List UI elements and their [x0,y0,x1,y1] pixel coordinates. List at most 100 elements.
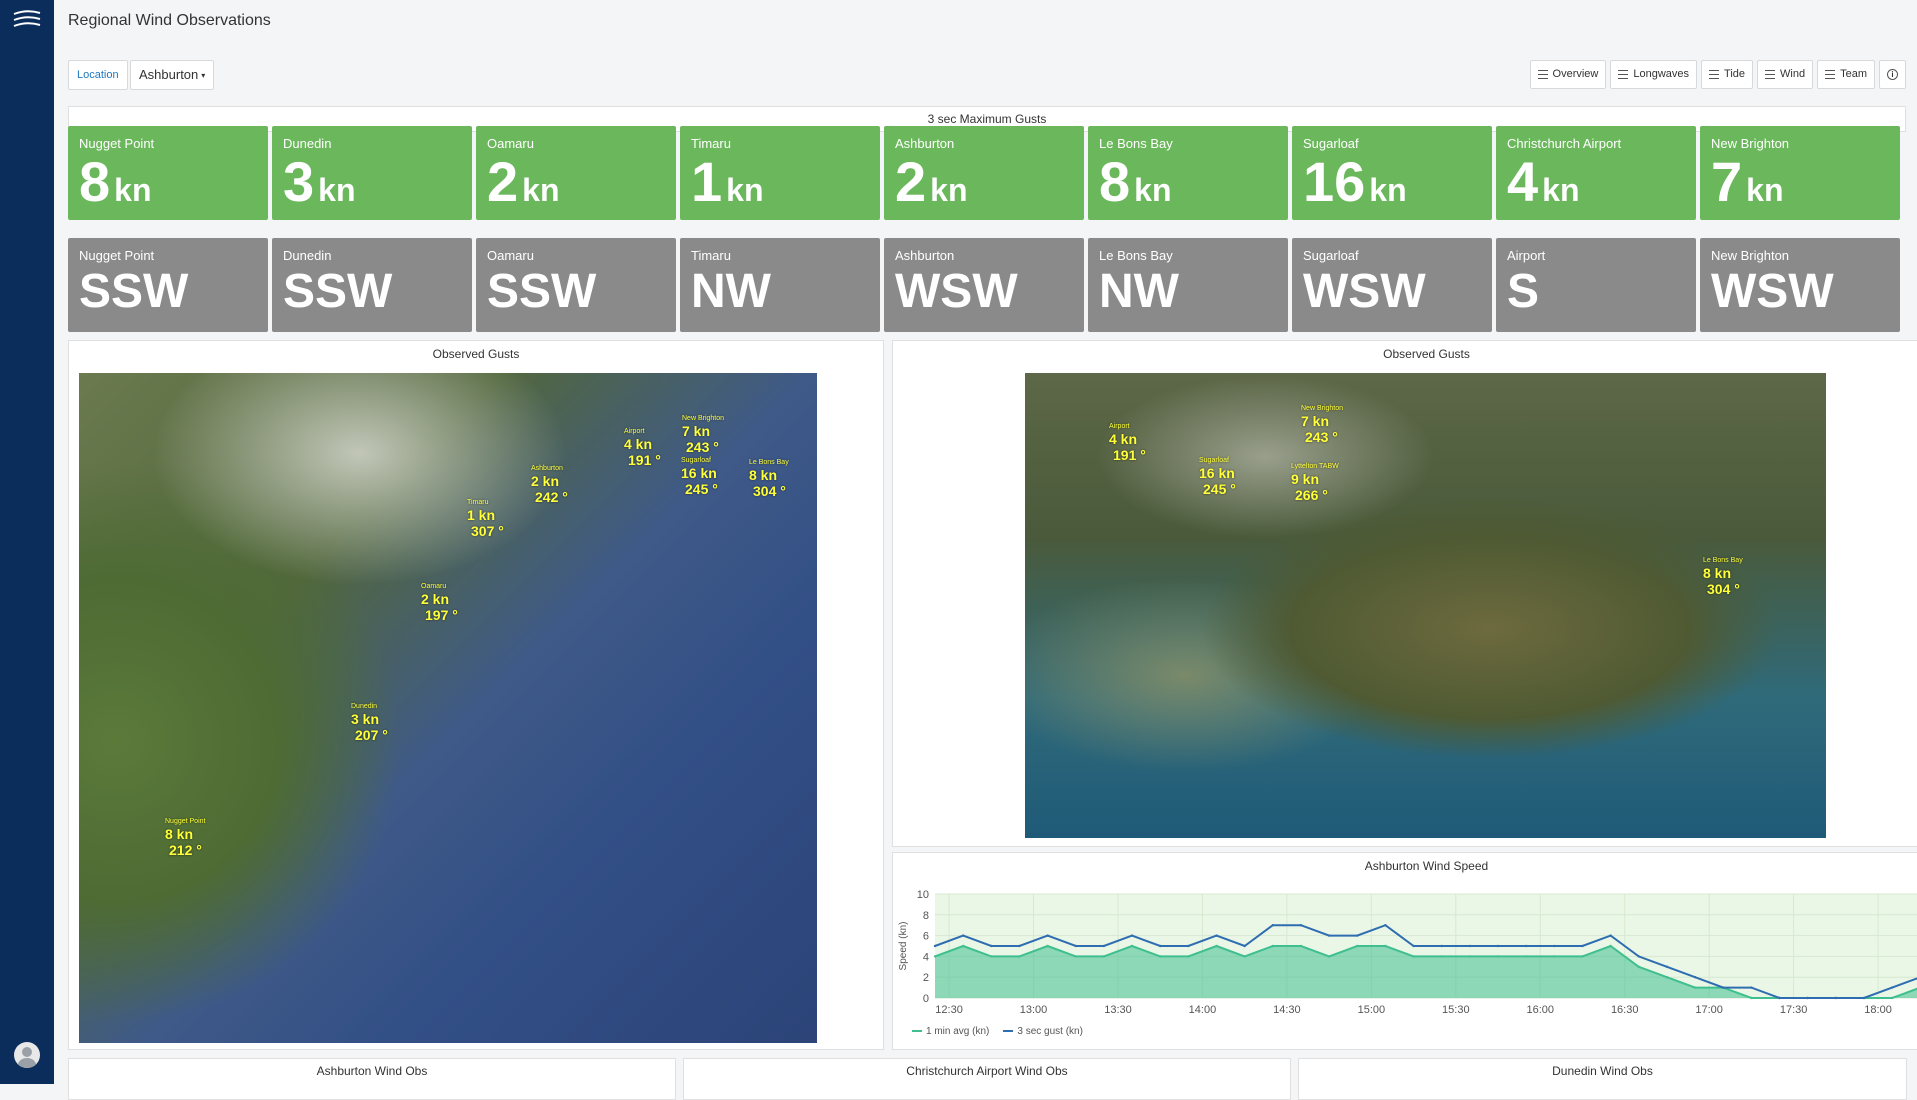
data-point-avg [1187,955,1190,958]
legend-label-gust: 3 sec gust (kn) [1017,1026,1083,1037]
sidebar [0,0,54,1084]
menu-icon [1618,70,1629,79]
map-label-le-bons-bay: Le Bons Bay 8 kn 304 ° [1703,557,1743,598]
speed-tiles: Nugget Point 8 kn Dunedin 3 kn Oamaru 2 kn Timaru… [68,126,1900,220]
tile-station-name: Christchurch Airport [1507,136,1622,151]
data-point-avg [1271,944,1275,948]
speed-tile-christchurch-airport[interactable]: Christchurch Airport 4 kn [1496,126,1696,220]
x-tick-label: 13:00 [1020,1004,1048,1016]
nav-overview[interactable]: Overview [1529,60,1607,89]
data-point-avg [1693,986,1697,989]
data-point-gust [1890,986,1894,989]
speed-tile-timaru[interactable]: Timaru 1 kn [680,126,880,220]
data-point-avg [1637,965,1640,968]
data-point-gust [1130,934,1134,937]
y-tick-label: 6 [923,931,929,943]
tile-station-name: Timaru [691,136,731,151]
map-label-new-brighton: New Brighton 7 kn 243 ° [1301,405,1344,446]
info-button[interactable]: i [1879,60,1906,89]
location-select[interactable]: Ashburton ▾ [130,60,215,90]
location-select-value: Ashburton [139,67,199,82]
x-tick-label: 18:00 [1864,1004,1892,1016]
nav-tide[interactable]: Tide [1701,60,1754,89]
data-point-gust [1722,986,1725,989]
data-point-avg [1581,955,1584,958]
user-avatar[interactable] [14,1042,40,1068]
x-tick-label: 16:30 [1611,1004,1639,1016]
direction-tile-dunedin[interactable]: Dunedin SSW [272,238,472,332]
data-point-avg [1327,955,1331,958]
speed-tile-new-brighton[interactable]: New Brighton 7 kn [1700,126,1900,220]
x-tick-label: 13:30 [1104,1004,1132,1016]
map-label-nugget-point: Nugget Point 8 kn 212 ° [165,818,206,859]
nav-tide-label: Tide [1724,68,1746,80]
y-tick-label: 4 [923,951,929,963]
data-point-gust [1468,944,1472,948]
direction-tile-airport[interactable]: Airport S [1496,238,1696,332]
data-point-avg [1609,944,1612,948]
map-label-airport: Airport 4 kn 191 ° [624,428,661,469]
direction-tile-sugarloaf[interactable]: Sugarloaf WSW [1292,238,1492,332]
nav-longwaves[interactable]: Longwaves [1610,60,1698,89]
legend-item-avg[interactable]: 1 min avg (kn) [912,1026,989,1037]
data-point-gust [1299,924,1303,927]
data-point-gust [1553,944,1556,948]
tile-direction-value: WSW [1711,265,1834,318]
tile-station-name: Le Bons Bay [1099,248,1173,263]
chart-legend: 1 min avg (kn) 3 sec gust (kn) [912,1026,1083,1037]
speed-tile-dunedin[interactable]: Dunedin 3 kn [272,126,472,220]
map-label-oamaru: Oamaru 2 kn 197 ° [421,583,458,624]
wind-speed-chart[interactable]: 0 2 4 6 8 10 12:30 13:00 13:30 14:00 14:30 15:00 15:… [892,880,1917,1022]
tile-direction-value: NW [1099,265,1179,318]
nav-overview-label: Overview [1552,68,1599,80]
dashboard-main: Regional Wind Observations Location Ashb… [54,0,1917,1100]
logo-icon[interactable] [11,8,43,32]
tile-station-name: Ashburton [895,248,955,263]
speed-tile-nugget-point[interactable]: Nugget Point 8 kn [68,126,268,220]
tile-station-name: Sugarloaf [1303,248,1359,263]
tile-station-name: Oamaru [487,136,534,151]
nav-wind[interactable]: Wind [1757,60,1814,89]
tile-station-name: New Brighton [1711,136,1790,151]
data-point-gust [1834,996,1838,1000]
data-point-avg [1665,976,1669,979]
map-banks-peninsula[interactable]: Airport 4 kn 191 ° New Brighton 7 kn 243 ° Sug… [1025,373,1826,838]
tile-speed-value: 8 kn [79,150,152,213]
direction-tile-le-bons-bay[interactable]: Le Bons Bay NW [1088,238,1288,332]
nav-team[interactable]: Team [1817,60,1875,89]
map-label-le-bons-bay: Le Bons Bay 8 kn 304 ° [749,459,789,500]
map-south-island[interactable]: Airport 4 kn 191 ° New Brighton 7 kn 243 ° Ash… [79,373,817,1043]
data-point-gust [961,934,965,937]
speed-tile-oamaru[interactable]: Oamaru 2 kn [476,126,676,220]
y-tick-label: 8 [923,910,929,922]
y-tick-label: 10 [917,889,929,901]
tile-direction-value: WSW [895,265,1018,318]
chart-title: Ashburton Wind Speed [1364,859,1489,873]
tile-speed-value: 3 kn [283,150,356,213]
direction-tile-nugget-point[interactable]: Nugget Point SSW [68,238,268,332]
data-point-gust [1074,944,1077,948]
direction-tile-oamaru[interactable]: Oamaru SSW [476,238,676,332]
map-label-ashburton: Ashburton 2 kn 242 ° [531,465,568,506]
direction-tile-timaru[interactable]: Timaru NW [680,238,880,332]
data-point-gust [1018,944,1021,948]
tile-direction-value: NW [691,265,771,318]
data-point-gust [1693,976,1697,979]
speed-tile-ashburton[interactable]: Ashburton 2 kn [884,126,1084,220]
speed-tile-sugarloaf[interactable]: Sugarloaf 16 kn [1292,126,1492,220]
menu-icon [1709,70,1720,79]
data-point-gust [990,944,993,948]
data-point-avg [1046,944,1049,948]
bottom-panel-dunedin: Dunedin Wind Obs [1298,1058,1907,1100]
bottom-panel-ashburton: Ashburton Wind Obs [68,1058,676,1100]
tile-station-name: Ashburton [895,136,955,151]
menu-icon [1825,70,1836,79]
direction-tile-new-brighton[interactable]: New Brighton WSW [1700,238,1900,332]
legend-item-gust[interactable]: 3 sec gust (kn) [1003,1026,1083,1037]
map-label-timaru: Timaru 1 kn 307 ° [467,499,504,540]
data-point-avg [1130,944,1134,948]
speed-tile-le-bons-bay[interactable]: Le Bons Bay 8 kn [1088,126,1288,220]
direction-tile-ashburton[interactable]: Ashburton WSW [884,238,1084,332]
bottom-panel-dunedin-title: Dunedin Wind Obs [1552,1064,1653,1078]
tile-station-name: Le Bons Bay [1099,136,1173,151]
